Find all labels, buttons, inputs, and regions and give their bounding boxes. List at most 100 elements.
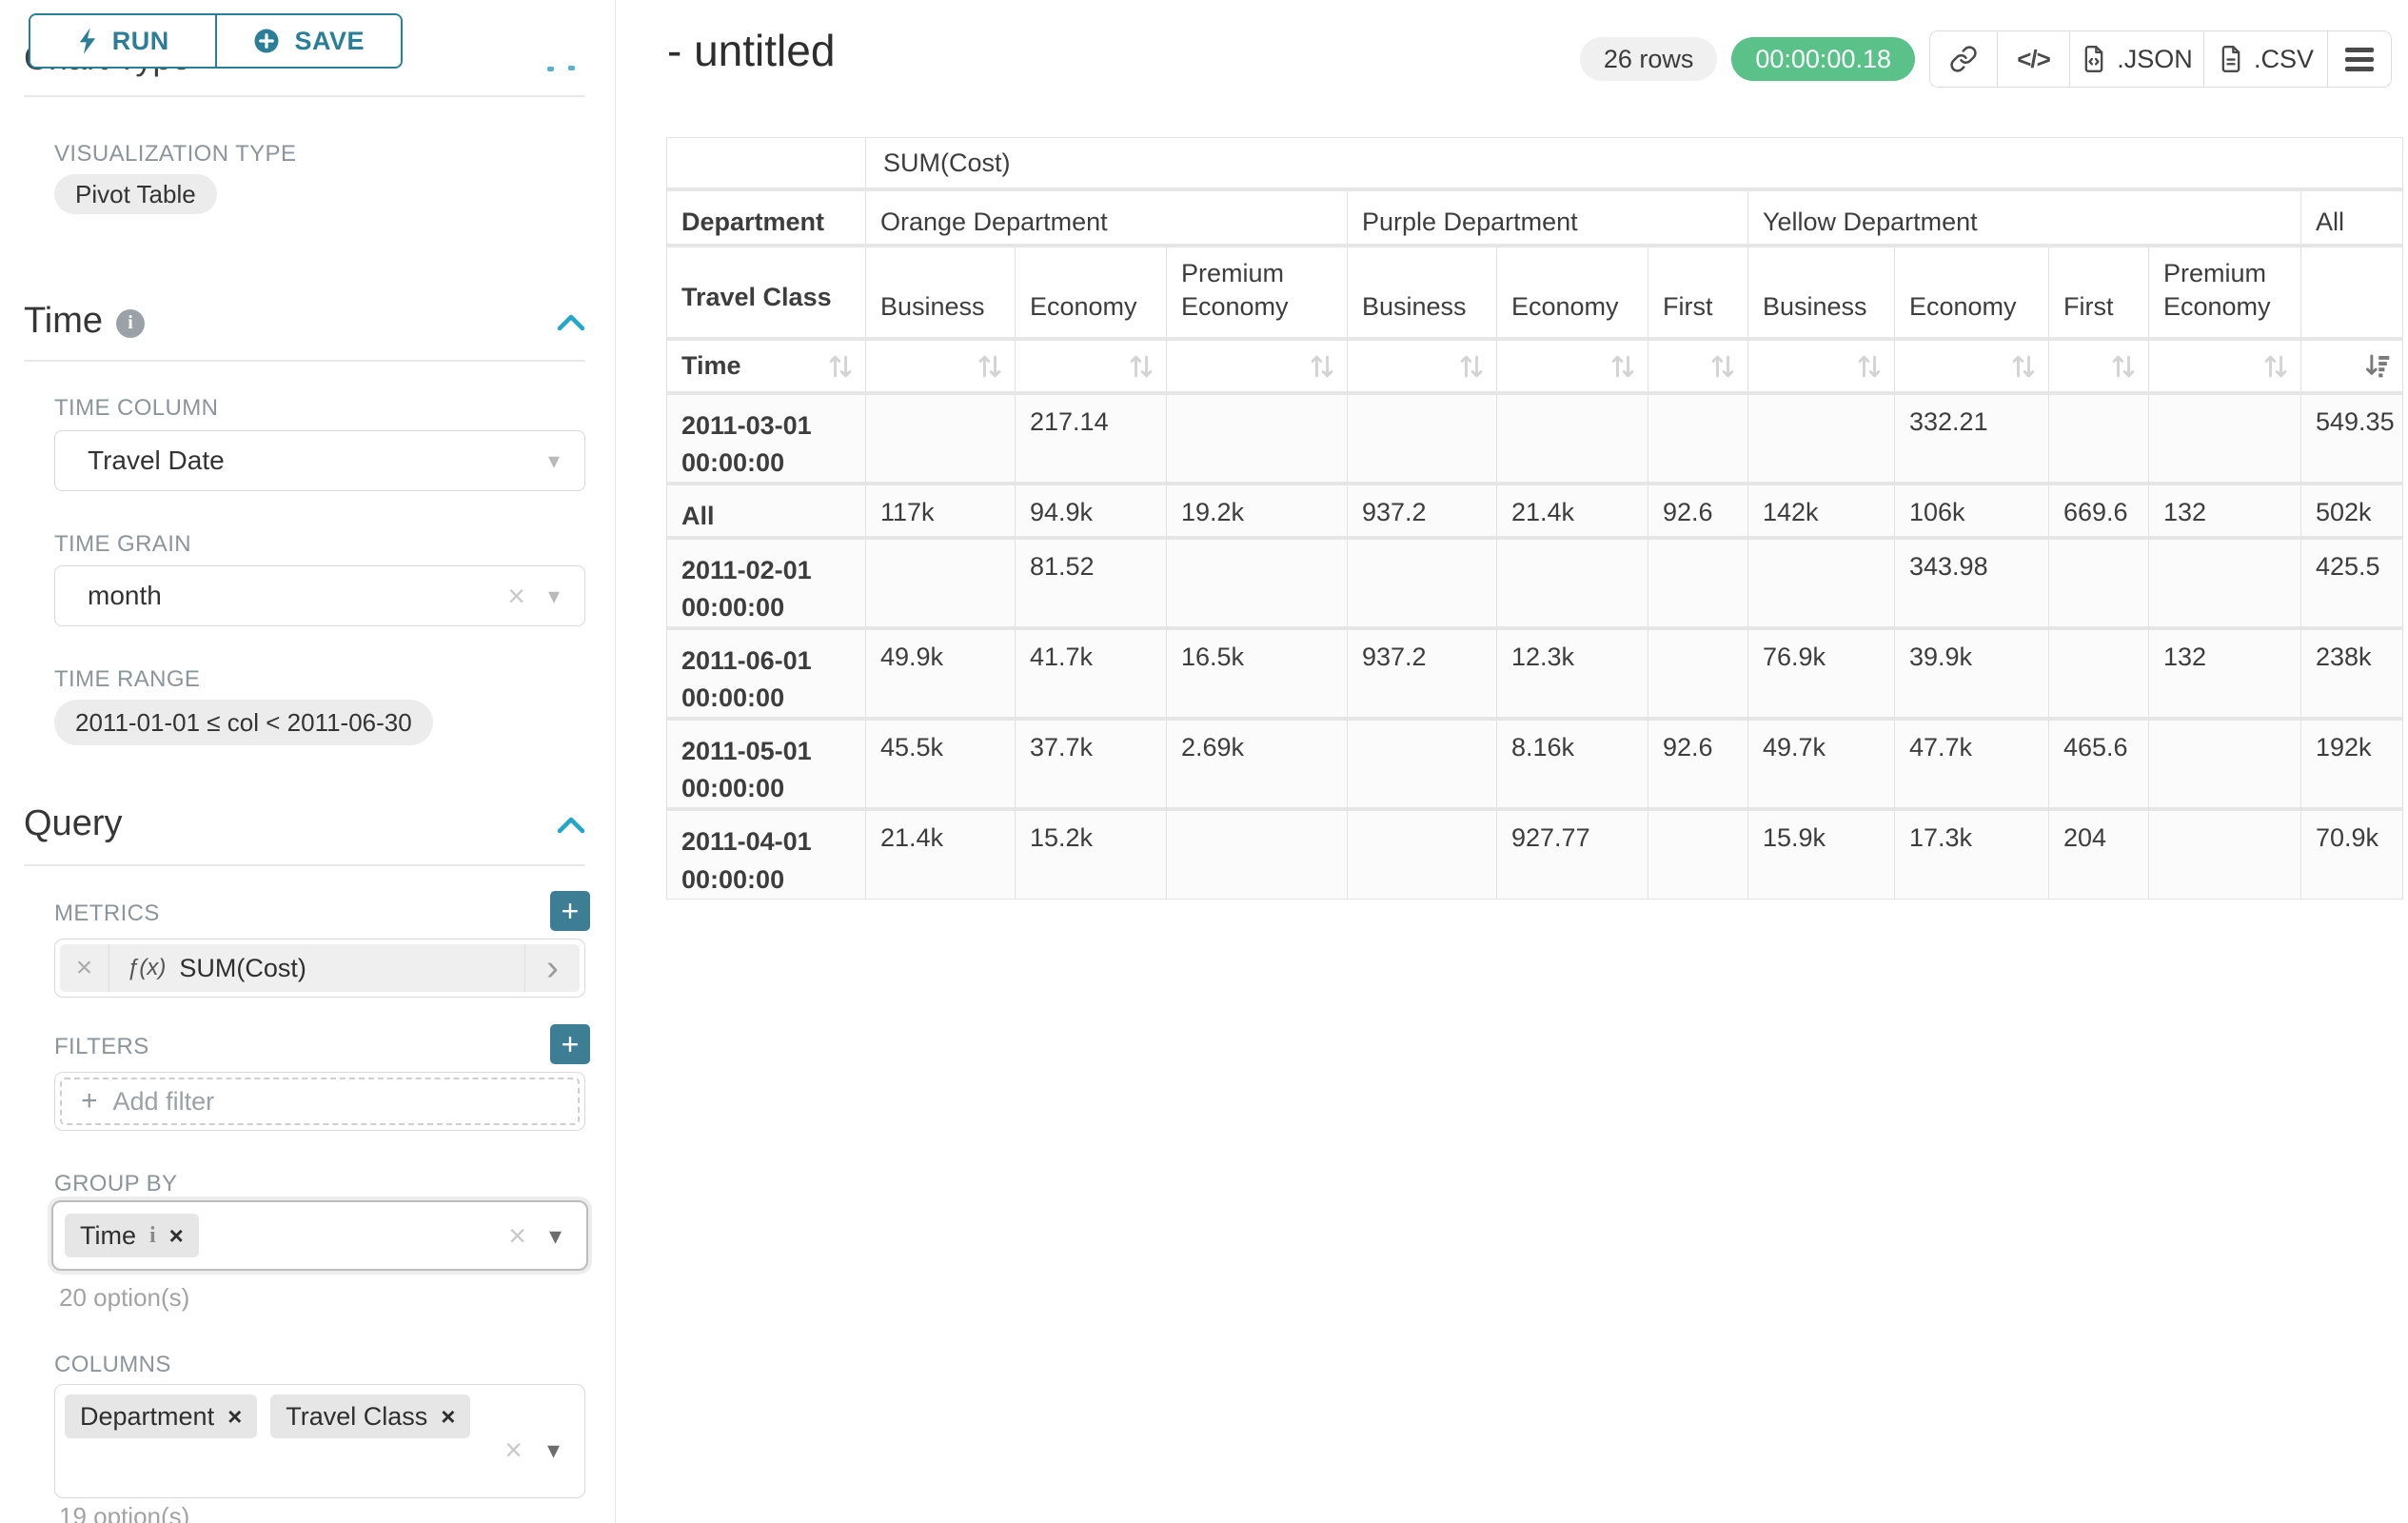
info-icon: i — [116, 308, 146, 338]
time-sort-header[interactable]: Time — [667, 341, 866, 396]
column-sort-header[interactable] — [1497, 341, 1648, 396]
value-cell — [1348, 811, 1497, 900]
metric-name: SUM(Cost) — [179, 953, 306, 982]
department-group-header: Yellow Department — [1748, 191, 2301, 247]
remove-metric-icon[interactable]: × — [60, 944, 109, 992]
column-sort-header[interactable] — [1895, 341, 2049, 396]
column-sort-header[interactable] — [1016, 341, 1167, 396]
value-cell — [1167, 395, 1348, 486]
column-sort-header[interactable] — [1167, 341, 1348, 396]
add-filter-placeholder: Add filter — [112, 1086, 215, 1116]
add-filter-inner: + Add filter — [60, 1078, 580, 1125]
value-cell — [1748, 539, 1895, 630]
download-json-button[interactable]: .JSON — [2070, 31, 2204, 87]
sort-icon — [2012, 355, 2035, 378]
chevron-right-icon[interactable]: › — [524, 944, 580, 992]
column-sort-header[interactable] — [866, 341, 1016, 396]
plus-circle-icon — [254, 29, 279, 53]
time-column-select[interactable]: Travel Date ▾ — [54, 430, 585, 491]
chart-area: - untitled 26 rows 00:00:00.18 </> .JSON… — [617, 0, 2408, 1523]
caret-down-icon: ▾ — [547, 583, 560, 609]
metrics-label: METRICS — [54, 900, 160, 926]
collapse-time-section[interactable] — [556, 312, 586, 333]
add-filter-dropzone[interactable]: + Add filter — [54, 1072, 585, 1131]
metric-header: SUM(Cost) — [866, 138, 2403, 191]
add-metric-button[interactable]: + — [550, 891, 590, 931]
value-cell — [1648, 629, 1748, 722]
time-value-cell: All — [667, 485, 866, 540]
metrics-container: × ƒ(x) SUM(Cost) › — [54, 939, 585, 998]
more-options-button[interactable] — [2328, 31, 2391, 87]
columns-label: COLUMNS — [54, 1352, 171, 1377]
save-button[interactable]: SAVE — [216, 15, 401, 67]
clear-icon[interactable]: × — [507, 579, 525, 613]
value-cell: 16.5k — [1167, 629, 1348, 722]
group-by-select[interactable]: Time i × × ▾ — [51, 1200, 588, 1271]
time-column-label: TIME COLUMN — [54, 395, 219, 421]
add-filter-plus-button[interactable]: + — [550, 1024, 590, 1064]
plus-icon: + — [561, 894, 580, 928]
copy-link-button[interactable] — [1930, 31, 1998, 87]
value-cell — [1348, 395, 1497, 486]
save-button-label: SAVE — [294, 26, 365, 55]
value-cell: 45.5k — [866, 721, 1016, 812]
run-button-label: RUN — [111, 26, 169, 55]
sort-icon — [1711, 355, 1734, 378]
time-range-pill[interactable]: 2011-01-01 ≤ col < 2011-06-30 — [54, 700, 433, 745]
value-cell: 47.7k — [1895, 721, 2049, 812]
time-grain-select[interactable]: month × ▾ — [54, 565, 585, 626]
time-grain-value: month — [88, 581, 162, 610]
value-cell: 81.52 — [1016, 539, 1167, 630]
value-cell: 937.2 — [1348, 629, 1497, 722]
group-by-label: GROUP BY — [54, 1171, 178, 1197]
value-cell: 15.9k — [1748, 811, 1895, 900]
clear-icon[interactable]: × — [504, 1433, 523, 1467]
department-group-header: Orange Department — [866, 191, 1348, 247]
collapse-query-section[interactable] — [556, 815, 586, 836]
panel-dot-icon — [568, 66, 575, 70]
column-sort-header[interactable] — [2149, 341, 2301, 396]
remove-pill-icon[interactable]: × — [441, 1401, 456, 1431]
department-group-header: Purple Department — [1348, 191, 1748, 247]
clear-icon[interactable]: × — [508, 1218, 526, 1253]
value-cell — [866, 395, 1016, 486]
columns-pill: Department × — [65, 1394, 258, 1438]
time-section-title: Time — [24, 301, 104, 341]
sort-icon — [1611, 355, 1634, 378]
column-sort-header[interactable] — [2049, 341, 2149, 396]
value-cell: 19.2k — [1167, 485, 1348, 540]
embed-code-button[interactable]: </> — [1998, 31, 2070, 87]
run-save-button-group: RUN SAVE — [29, 13, 403, 69]
visualization-type-pill[interactable]: Pivot Table — [54, 174, 217, 214]
metric-pill[interactable]: × ƒ(x) SUM(Cost) › — [60, 944, 580, 992]
remove-pill-icon[interactable]: × — [227, 1401, 243, 1431]
sort-icon — [1460, 355, 1483, 378]
csv-file-icon — [2221, 46, 2240, 73]
value-cell — [1167, 539, 1348, 630]
column-sort-header[interactable] — [1748, 341, 1895, 396]
value-cell: 94.9k — [1016, 485, 1167, 540]
results-toolbar: 26 rows 00:00:00.18 </> .JSON .CSV — [1579, 30, 2392, 88]
value-cell: 117k — [866, 485, 1016, 540]
columns-select[interactable]: Department × Travel Class × × ▾ — [54, 1384, 585, 1498]
download-csv-button[interactable]: .CSV — [2204, 31, 2328, 87]
column-sort-header[interactable] — [1648, 341, 1748, 396]
run-button[interactable]: RUN — [30, 15, 217, 67]
fx-icon: ƒ(x) — [127, 955, 167, 980]
travel-class-header: First — [1648, 247, 1748, 342]
control-panel: Chart Type RUN SAVE VISUALIZATION TYPE P… — [0, 0, 616, 1523]
table-row: 2011-04-01 00:00:00 21.4k 15.2k 927.77 15.9k… — [667, 811, 2403, 900]
column-sort-header[interactable] — [2301, 341, 2403, 396]
value-cell — [1648, 395, 1748, 486]
download-json-label: .JSON — [2117, 44, 2193, 73]
chart-title[interactable]: - untitled — [667, 26, 836, 75]
table-row: 2011-02-01 00:00:00 81.52 343.98 425.5 — [667, 539, 2403, 630]
info-icon: i — [149, 1222, 156, 1248]
group-by-pill: Time i × — [65, 1214, 199, 1257]
value-cell: 92.6 — [1648, 485, 1748, 540]
column-sort-header[interactable] — [1348, 341, 1497, 396]
value-cell: 549.35 — [2301, 395, 2403, 486]
value-cell: 927.77 — [1497, 811, 1648, 900]
remove-pill-icon[interactable]: × — [168, 1220, 184, 1250]
group-by-controls: × ▾ — [508, 1220, 586, 1251]
